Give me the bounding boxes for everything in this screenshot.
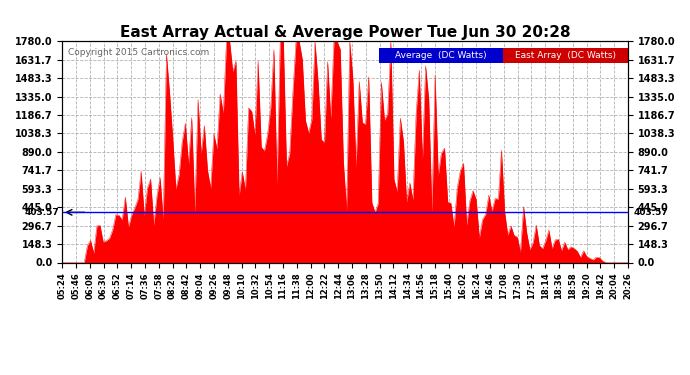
Text: 403.57: 403.57 [24,208,59,217]
FancyBboxPatch shape [504,48,628,63]
Text: Copyright 2015 Cartronics.com: Copyright 2015 Cartronics.com [68,48,209,57]
FancyBboxPatch shape [379,48,504,63]
Text: Average  (DC Watts): Average (DC Watts) [395,51,487,60]
Text: East Array  (DC Watts): East Array (DC Watts) [515,51,616,60]
Title: East Array Actual & Average Power Tue Jun 30 20:28: East Array Actual & Average Power Tue Ju… [119,25,571,40]
Text: 403.57: 403.57 [633,208,669,217]
